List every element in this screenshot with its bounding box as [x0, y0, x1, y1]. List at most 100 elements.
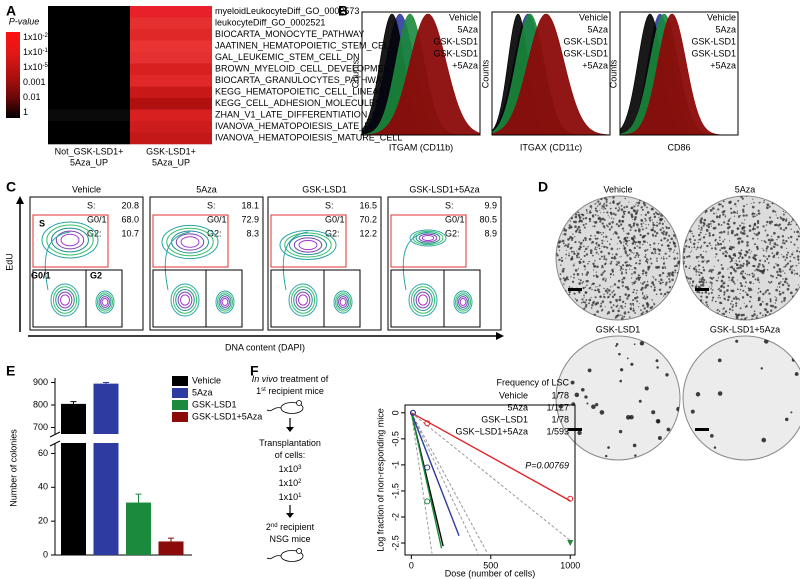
colony [603, 295, 606, 299]
colony [765, 302, 769, 306]
y-axis-label: Counts [480, 59, 490, 88]
colony [702, 278, 706, 282]
colony [583, 254, 586, 257]
colony [720, 284, 724, 288]
colony [732, 280, 735, 283]
contour [298, 294, 308, 306]
colony [618, 352, 621, 356]
colony [559, 273, 562, 275]
colony [577, 213, 581, 217]
contour [46, 224, 94, 256]
colony [557, 241, 561, 244]
colony [656, 221, 658, 223]
colony [769, 282, 771, 284]
colony [568, 290, 571, 294]
colony [661, 222, 664, 225]
stat-label: S: [87, 200, 96, 210]
colony [756, 226, 759, 229]
colony [722, 286, 726, 289]
colony [607, 252, 611, 255]
colony [601, 264, 604, 267]
colony [665, 226, 668, 230]
stat-value: 12.2 [359, 228, 377, 238]
colony [584, 237, 587, 240]
colony [717, 297, 719, 299]
colony [669, 247, 672, 251]
colony [609, 262, 612, 265]
colony [643, 281, 646, 284]
colony [602, 225, 606, 228]
colony [786, 253, 788, 256]
colony [604, 207, 607, 210]
colony [782, 213, 785, 216]
colony [645, 223, 647, 225]
colony [618, 265, 620, 267]
colony [794, 257, 796, 259]
colony [790, 411, 793, 414]
colony [720, 224, 723, 226]
colony [668, 278, 671, 280]
colony [644, 221, 646, 223]
colony [701, 291, 704, 294]
colony [721, 205, 724, 208]
heatmap-cell [130, 75, 212, 87]
colony [588, 260, 590, 263]
colony [596, 246, 598, 248]
colony [739, 215, 741, 217]
colony [730, 278, 734, 282]
colony [608, 222, 611, 225]
colony [632, 307, 635, 310]
colony [735, 263, 739, 267]
colony [719, 203, 722, 206]
colony [695, 270, 698, 273]
colony [638, 262, 641, 265]
colony [730, 257, 733, 260]
colony [706, 228, 708, 231]
colony [718, 294, 720, 297]
gate-s [32, 214, 109, 268]
colony [757, 299, 760, 302]
colony [635, 223, 638, 225]
schematic-text-run: In vivo [252, 374, 278, 384]
colony [699, 299, 703, 302]
row-label: KEGG_CELL_ADHESION_MOLECULES_CAMS [215, 98, 412, 108]
legend-label: 5Aza [507, 402, 528, 412]
colony [716, 241, 719, 244]
colony [613, 283, 617, 286]
schematic-text: NSG mice [269, 534, 310, 544]
colony [632, 299, 635, 302]
colony [700, 280, 703, 283]
colony [644, 271, 648, 275]
colony [757, 265, 760, 268]
colony [669, 241, 671, 244]
colony [567, 278, 570, 281]
colony [776, 270, 779, 274]
colony [581, 282, 584, 284]
colony [610, 260, 613, 263]
colony [581, 298, 584, 301]
colony [773, 231, 776, 235]
ci-line [410, 412, 433, 554]
colony [622, 264, 625, 267]
colony [565, 249, 567, 251]
colony [628, 201, 630, 203]
colony [630, 362, 634, 366]
data-point [424, 420, 431, 427]
colony [753, 313, 756, 316]
colony [630, 213, 634, 216]
colony [758, 287, 760, 290]
colony [603, 204, 605, 206]
colony [729, 308, 732, 311]
colony [704, 211, 707, 214]
colony [650, 262, 653, 265]
colony [605, 235, 608, 238]
colony [717, 208, 720, 211]
colony [778, 282, 781, 285]
colony [649, 306, 653, 310]
colony [746, 316, 748, 318]
colony [784, 212, 786, 214]
colony [700, 229, 702, 231]
colony [735, 302, 738, 305]
colony [601, 206, 603, 208]
contour [50, 283, 80, 317]
